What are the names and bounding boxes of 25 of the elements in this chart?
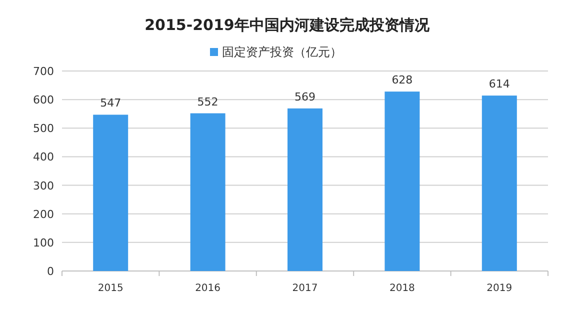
chart-title: 2015-2019年中国内河建设完成投资情况 [144, 16, 430, 34]
y-tick-label: 600 [33, 94, 54, 107]
x-tick-label: 2019 [486, 283, 512, 294]
bar [384, 92, 420, 271]
data-label: 547 [100, 96, 122, 110]
y-tick-label: 200 [33, 208, 54, 221]
legend-label: 固定资产投资（亿元） [222, 45, 342, 59]
y-tick-label: 300 [33, 179, 54, 192]
y-tick-label: 500 [33, 122, 54, 136]
x-tick-label: 2016 [195, 283, 221, 294]
bar [288, 108, 322, 271]
data-label: 552 [197, 95, 218, 108]
data-label: 614 [488, 78, 510, 91]
y-tick-label: 400 [33, 150, 54, 164]
y-tick-label: 0 [47, 265, 54, 278]
y-tick-label: 100 [33, 236, 54, 250]
y-tick-label: 700 [33, 65, 54, 78]
bar [190, 113, 226, 271]
data-label: 569 [294, 90, 316, 104]
bar [93, 114, 128, 271]
x-tick-label: 2017 [292, 283, 318, 294]
data-label: 628 [392, 74, 413, 87]
x-tick-label: 2018 [389, 283, 415, 294]
x-tick-label: 2015 [98, 283, 124, 294]
bar [482, 96, 517, 271]
